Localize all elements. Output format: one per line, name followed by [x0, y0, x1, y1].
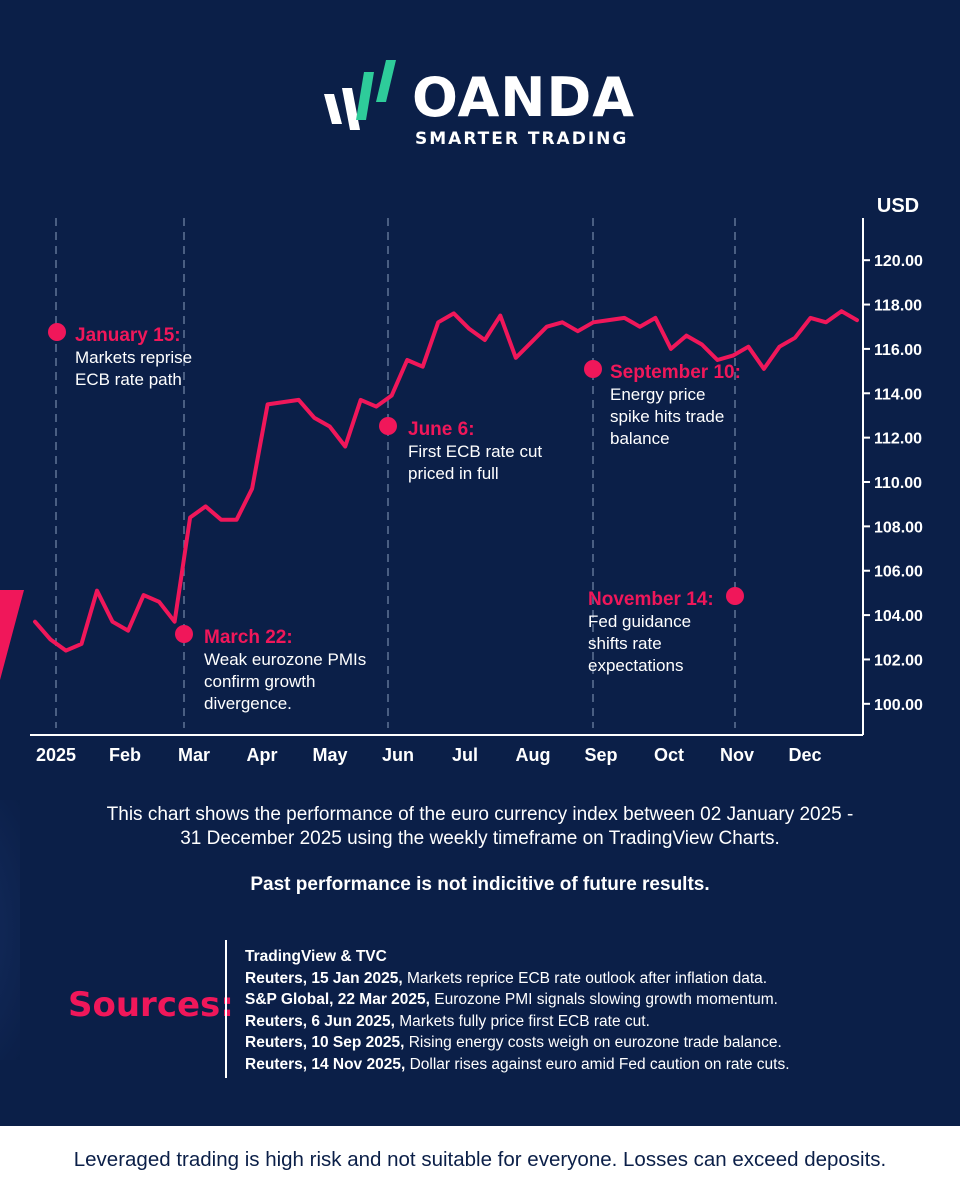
annotation-dot — [584, 360, 602, 378]
y-tick-label: 112.00 — [874, 431, 922, 448]
caption-line-1: This chart shows the performance of the … — [106, 804, 854, 825]
annotation-dot — [379, 417, 397, 435]
y-tick-label: 106.00 — [874, 564, 923, 581]
source-item: Reuters, 14 Nov 2025, Dollar rises again… — [245, 1054, 945, 1076]
sources-title: Sources: — [68, 985, 234, 1025]
source-item: S&P Global, 22 Mar 2025, Eurozone PMI si… — [245, 989, 945, 1011]
annotation-date: November 14: — [588, 589, 714, 610]
caption-line-2: 31 December 2025 using the weekly timefr… — [180, 828, 780, 849]
source-item: Reuters, 6 Jun 2025, Markets fully price… — [245, 1011, 945, 1033]
y-tick-label: 100.00 — [874, 697, 923, 714]
annotation-date: January 15: — [75, 325, 181, 346]
x-tick-label: 2025 — [36, 745, 76, 765]
sources-divider — [225, 940, 227, 1078]
source-item-bold: Reuters, 14 Nov 2025, — [245, 1055, 406, 1073]
y-tick-label: 104.00 — [874, 608, 923, 625]
annotation-dot — [48, 323, 66, 341]
annotation-text: divergence. — [204, 694, 292, 713]
source-item-bold: S&P Global, 22 Mar 2025, — [245, 991, 430, 1009]
source-item-text: Eurozone PMI signals slowing growth mome… — [429, 991, 778, 1009]
series-line — [33, 309, 859, 653]
annotation-text: Energy price — [610, 385, 705, 404]
source-item-bold: Reuters, 6 Jun 2025, — [245, 1012, 395, 1030]
decorative-glow — [0, 800, 20, 1060]
annotation-dot — [175, 625, 193, 643]
annotation-text: Fed guidance — [588, 612, 691, 631]
y-tick-labels: 120.00 118.00 116.00 114.00 112.00 110.00 108.… — [863, 253, 923, 714]
y-axis-title: USD — [877, 195, 919, 217]
x-tick-label: Feb — [109, 745, 141, 765]
annotation-date: June 6: — [408, 419, 475, 440]
source-item: TradingView & TVC — [245, 946, 945, 968]
logo-tagline: SMARTER TRADING — [415, 129, 629, 149]
annotation-text: confirm growth — [204, 672, 315, 691]
x-tick-label: Oct — [654, 745, 684, 765]
y-tick-label: 102.00 — [874, 652, 923, 669]
performance-warning: Past performance is not indicitive of fu… — [250, 874, 710, 895]
annotation-text: ECB rate path — [75, 370, 182, 389]
x-tick-label: Aug — [516, 745, 551, 765]
x-tick-label: Nov — [720, 745, 754, 765]
annotation-text: priced in full — [408, 464, 499, 483]
y-tick-label: 114.00 — [874, 386, 922, 403]
x-tick-labels: 2025 Feb Mar Apr May Jun Jul Aug Sep Oct Nov Dec — [36, 745, 822, 765]
annotation-text: expectations — [588, 656, 683, 675]
y-tick-label: 118.00 — [874, 298, 922, 315]
x-tick-label: Sep — [584, 745, 617, 765]
x-tick-label: Jun — [382, 745, 414, 765]
oanda-mark-icon — [324, 60, 396, 130]
decorative-accent-triangle — [0, 590, 24, 680]
x-tick-label: Mar — [178, 745, 210, 765]
source-item-text: Rising energy costs weigh on eurozone tr… — [404, 1034, 782, 1052]
oanda-logo: OANDA SMARTER TRADING — [320, 58, 640, 158]
chart-caption: This chart shows the performance of the … — [0, 803, 960, 851]
y-tick-label: 108.00 — [874, 519, 923, 536]
annotation-dot — [726, 587, 744, 605]
annotations: January 15: Markets reprise ECB rate path M… — [48, 323, 744, 713]
source-item-bold: Reuters, 15 Jan 2025, — [245, 969, 403, 987]
source-item-text: Dollar rises against euro amid Fed cauti… — [405, 1055, 790, 1073]
source-item-text: Markets fully price first ECB rate cut. — [394, 1012, 650, 1030]
x-tick-label: Dec — [788, 745, 821, 765]
x-tick-label: Apr — [247, 745, 278, 765]
source-item: Reuters, 10 Sep 2025, Rising energy cost… — [245, 1032, 945, 1054]
annotation-text: Markets reprise — [75, 348, 192, 367]
y-tick-label: 116.00 — [874, 342, 922, 359]
annotation-date: March 22: — [204, 627, 293, 648]
footer-bar: Leveraged trading is high risk and not s… — [0, 1126, 960, 1200]
sources-list: TradingView & TVC Reuters, 15 Jan 2025, … — [245, 946, 945, 1076]
annotation-text: shifts rate — [588, 634, 662, 653]
logo-wordmark: OANDA — [412, 66, 636, 129]
y-tick-label: 120.00 — [874, 253, 923, 270]
source-item-bold: TradingView & TVC — [245, 948, 387, 965]
y-tick-label: 110.00 — [874, 475, 922, 492]
euro-index-line-chart: USD 120.00 118.00 116.00 114.00 112.00 110.00… — [0, 195, 923, 765]
annotation-text: Weak eurozone PMIs — [204, 650, 366, 669]
annotation-text: balance — [610, 429, 670, 448]
source-item-bold: Reuters, 10 Sep 2025, — [245, 1034, 405, 1052]
x-tick-label: Jul — [452, 745, 478, 765]
annotation-text: spike hits trade — [610, 407, 724, 426]
annotation-text: First ECB rate cut — [408, 442, 542, 461]
source-item: Reuters, 15 Jan 2025, Markets reprice EC… — [245, 968, 945, 990]
annotation-date: September 10: — [610, 362, 741, 383]
x-tick-label: May — [312, 745, 347, 765]
source-item-text: Markets reprice ECB rate outlook after i… — [402, 969, 768, 987]
risk-disclaimer: Leveraged trading is high risk and not s… — [73, 1148, 887, 1171]
